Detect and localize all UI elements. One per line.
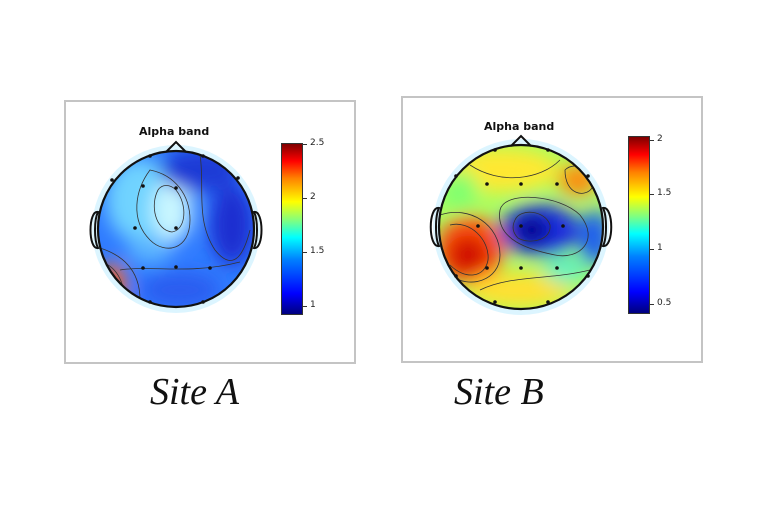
colorbar-site-b bbox=[628, 136, 650, 314]
band-title-site-b: Alpha band bbox=[484, 120, 555, 133]
colorbar-tick: 2 bbox=[657, 134, 663, 144]
colorbar-site-a bbox=[281, 143, 303, 315]
colorbar-tick: 0.5 bbox=[657, 298, 672, 308]
site-label-a: Site A bbox=[150, 371, 240, 413]
site-label-b: Site B bbox=[454, 371, 544, 413]
colorbar-tick: 1 bbox=[310, 300, 316, 310]
colorbar-tick: 1.5 bbox=[310, 246, 325, 256]
band-title-site-a: Alpha band bbox=[139, 125, 210, 138]
colorbar-tick: 1.5 bbox=[657, 188, 672, 198]
colorbar-tick: 2.5 bbox=[310, 138, 325, 148]
colorbar-tick: 1 bbox=[657, 243, 663, 253]
colorbar-tick: 2 bbox=[310, 192, 316, 202]
